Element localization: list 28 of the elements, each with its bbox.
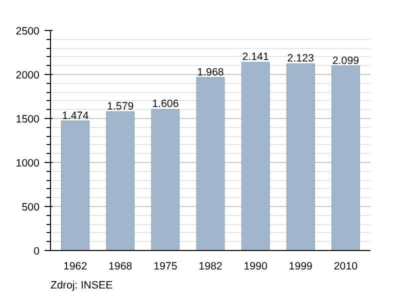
y-tick-label: 1000 — [16, 158, 40, 170]
x-tick-label: 1962 — [63, 260, 88, 272]
x-tick-label: 2010 — [334, 260, 358, 272]
data-label: 1.474 — [62, 110, 89, 122]
y-tick-label: 1500 — [16, 114, 40, 126]
x-tick-label: 1968 — [108, 260, 132, 272]
bar — [151, 108, 180, 250]
data-label: 1.579 — [107, 100, 134, 113]
bar — [241, 62, 270, 250]
bar — [106, 111, 135, 250]
bar — [196, 77, 225, 250]
y-tick-label: 2500 — [16, 26, 40, 38]
y-tick-label: 2000 — [16, 70, 40, 82]
data-label: 2.099 — [332, 54, 360, 67]
data-label: 1.968 — [197, 66, 224, 78]
data-label: 2.141 — [242, 51, 269, 64]
data-label: 2.123 — [287, 52, 314, 65]
x-tick-label: 1990 — [244, 260, 268, 272]
data-label: 1.606 — [152, 98, 179, 110]
x-tick-label: 1975 — [154, 260, 178, 272]
bar — [286, 63, 315, 250]
y-tick-label: 500 — [22, 202, 40, 214]
bar — [61, 120, 90, 250]
bar — [331, 66, 360, 250]
x-tick-label: 1982 — [198, 260, 222, 272]
x-tick-label: 1999 — [288, 260, 313, 272]
y-tick-label: 0 — [34, 246, 40, 258]
text: Zdroj: INSEE — [50, 280, 113, 292]
